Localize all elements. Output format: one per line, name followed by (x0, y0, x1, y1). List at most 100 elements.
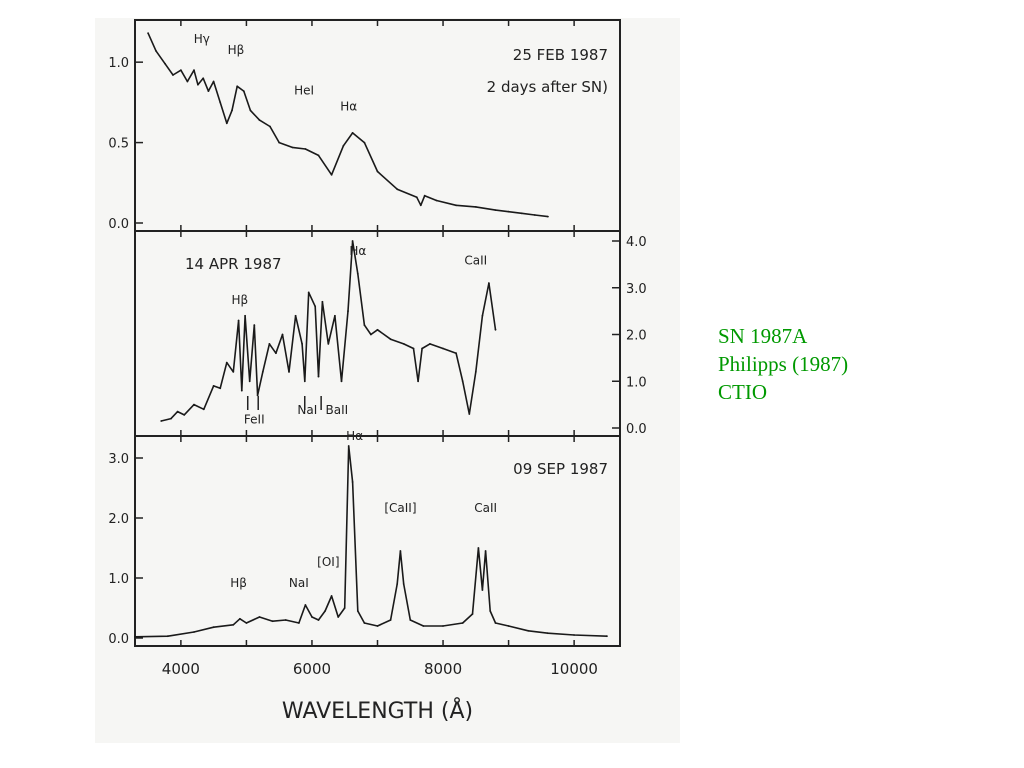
spectrum-point (271, 620, 274, 623)
spectrum-point (202, 408, 205, 411)
spectrum-point (298, 622, 300, 624)
spectrum-point (284, 619, 287, 621)
spectrum-point (242, 90, 245, 92)
spectrum-point (477, 547, 480, 549)
figure-caption: SN 1987A Philipps (1987) CTIO (718, 322, 848, 406)
y-tick-label: 4.0 (626, 235, 647, 250)
spectrum-point (225, 122, 228, 125)
y-tick-label: 1.0 (626, 375, 647, 390)
spectrum-point (321, 300, 324, 303)
spectrum-point (435, 199, 438, 202)
spectrum-point (269, 125, 271, 128)
spectrum-point (481, 314, 484, 317)
spectrum-point (423, 194, 426, 197)
spectrum-point (258, 119, 261, 121)
spectrum-point (330, 595, 333, 597)
line-id-label: [OI] (317, 555, 339, 569)
spectrum-point (225, 361, 228, 364)
spectrum-point (186, 80, 189, 83)
spectrum-point (494, 328, 497, 331)
y-tick-label: 1.0 (108, 56, 129, 71)
spectrum-point (249, 109, 252, 112)
spectrum-point (474, 371, 477, 373)
spectrum-point (363, 324, 366, 326)
caption-reference: Philipps (1987) (718, 352, 849, 376)
spectrum-point (455, 204, 457, 207)
spectrum-point (488, 282, 490, 284)
spectrum-point (507, 210, 510, 213)
caption-observatory: CTIO (718, 380, 767, 404)
spectrum-point (396, 583, 399, 585)
spectrum-point (376, 625, 379, 627)
spectrum-point (417, 380, 419, 383)
spectrum-point (288, 371, 290, 373)
spectrum-point (376, 170, 379, 173)
spectrum-point (422, 625, 425, 627)
spectrum-point (324, 610, 326, 612)
spectrum-point (494, 622, 497, 624)
line-id-label: CaII (464, 253, 487, 267)
spectrum-point (245, 622, 248, 624)
spectrum-point (207, 90, 210, 92)
spectrum-point (527, 629, 530, 632)
spectrum-point (155, 50, 157, 52)
spectrum-point (547, 215, 549, 218)
spectrum-point (164, 62, 166, 65)
spectrum-point (134, 635, 136, 638)
spectrum-point (547, 632, 549, 635)
spectrum-point (471, 613, 474, 615)
spectrum-point (239, 617, 241, 620)
spectrum-figure: 1.0 0.5 0.0 25 FEB 1987 2 days after SN) Hγ Hβ… (95, 18, 680, 743)
line-id-label: NaI (297, 403, 317, 417)
panel-date-label: 14 APR 1987 (185, 255, 282, 273)
spectrum-point (489, 610, 492, 612)
spectrum-point (240, 389, 243, 392)
line-id-label: NaI (289, 576, 309, 590)
y-tick-label: 0.0 (626, 422, 647, 437)
spectrum-point (232, 371, 235, 373)
spectrum-point (494, 209, 497, 212)
spectrum-point (231, 109, 233, 112)
spectrum-point (340, 380, 343, 383)
spectrum-point (314, 305, 317, 308)
spectrum-point (193, 631, 195, 633)
spectrum-point (351, 132, 354, 134)
spectrum-point (237, 319, 240, 322)
spectrum-point (481, 589, 484, 591)
spectrum-point (212, 385, 215, 387)
spectrum-point (533, 214, 536, 216)
panel-date-label: 25 FEB 1987 (513, 46, 608, 64)
spectrum-point (317, 619, 320, 621)
line-id-label: [CaII] (384, 501, 416, 515)
spectrum-point (337, 616, 340, 618)
spectrum-point (429, 343, 431, 345)
line-id-label: HeI (294, 83, 314, 97)
spectrum-point (160, 420, 163, 422)
panel-date-label: 09 SEP 1987 (513, 460, 608, 478)
spectrum-point (389, 619, 392, 621)
spectrum-point (317, 375, 320, 378)
spectrum-point (421, 347, 423, 350)
x-tick-label: 10000 (550, 660, 598, 678)
spectrum-point (343, 607, 346, 609)
spectrum-point (399, 550, 402, 552)
spectrum-point (520, 212, 523, 215)
spectrum-point (351, 240, 354, 242)
spectrum-point (402, 343, 405, 345)
panel-annotation: 2 days after SN) (487, 78, 608, 96)
spectrum-point (244, 314, 247, 317)
spectrum-point (442, 625, 444, 627)
spectrum-point (419, 204, 422, 207)
spectrum-point (248, 380, 251, 383)
y-tick-label: 3.0 (108, 452, 129, 467)
spectrum-point (311, 616, 313, 618)
spectrum-point (317, 154, 320, 157)
y-tick-label: 0.5 (108, 137, 129, 152)
line-id-label: Hα (349, 244, 366, 258)
spectrum-point (212, 80, 215, 83)
spectrum-point (294, 314, 297, 317)
spectrum-point (370, 333, 372, 336)
y-tick-label: 0.0 (108, 632, 129, 647)
spectrum-point (461, 622, 464, 624)
line-id-label: Hα (340, 99, 357, 113)
